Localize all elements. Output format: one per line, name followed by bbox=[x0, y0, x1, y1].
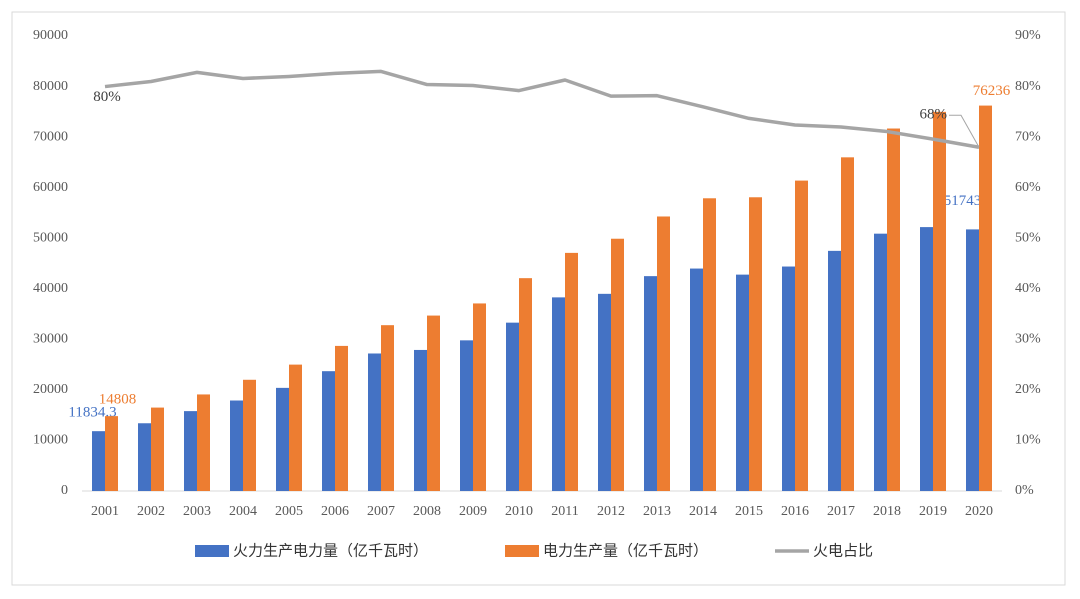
bar bbox=[138, 423, 151, 491]
y2-tick-label: 90% bbox=[1015, 28, 1041, 43]
bar bbox=[243, 379, 256, 491]
x-tick-label: 2013 bbox=[643, 504, 671, 519]
bar bbox=[979, 105, 992, 492]
legend-swatch bbox=[195, 545, 229, 557]
y2-tick-label: 30% bbox=[1015, 332, 1041, 347]
data-label: 11834.3 bbox=[68, 405, 116, 421]
bar bbox=[473, 303, 486, 491]
bar bbox=[460, 340, 473, 491]
bar bbox=[736, 274, 749, 491]
bar bbox=[933, 111, 946, 491]
bar bbox=[690, 268, 703, 491]
legend-label: 火力生产电力量（亿千瓦时） bbox=[233, 542, 428, 560]
x-tick-label: 2003 bbox=[183, 504, 211, 519]
legend-swatch bbox=[505, 545, 539, 557]
x-tick-label: 2001 bbox=[91, 504, 119, 519]
bar bbox=[565, 252, 578, 491]
legend-label: 火电占比 bbox=[813, 542, 873, 560]
bar bbox=[151, 407, 164, 491]
bar bbox=[322, 371, 335, 491]
bar bbox=[184, 411, 197, 491]
bar bbox=[506, 322, 519, 491]
data-label: 68% bbox=[920, 107, 948, 123]
x-tick-label: 2020 bbox=[965, 504, 993, 519]
bar bbox=[381, 325, 394, 491]
x-tick-label: 2019 bbox=[919, 504, 947, 519]
bar bbox=[920, 227, 933, 491]
y2-tick-label: 20% bbox=[1015, 382, 1041, 397]
bar bbox=[749, 197, 762, 491]
line-series bbox=[104, 69, 980, 149]
bar bbox=[519, 278, 532, 491]
leader-line bbox=[949, 114, 980, 148]
y-tick-label: 10000 bbox=[33, 433, 68, 448]
bar bbox=[92, 431, 105, 491]
y-tick-label: 80000 bbox=[33, 79, 68, 94]
bar bbox=[828, 250, 841, 491]
x-tick-label: 2010 bbox=[505, 504, 533, 519]
bar bbox=[887, 128, 900, 491]
y-tick-label: 0 bbox=[61, 483, 68, 498]
data-label: 51743 bbox=[944, 193, 982, 209]
chart-frame bbox=[11, 11, 1066, 586]
bar bbox=[197, 394, 210, 491]
legend-label: 电力生产量（亿千瓦时） bbox=[543, 542, 708, 560]
bar bbox=[611, 238, 624, 491]
x-tick-label: 2014 bbox=[689, 504, 717, 519]
x-tick-label: 2006 bbox=[321, 504, 349, 519]
y2-tick-label: 40% bbox=[1015, 281, 1041, 296]
y-tick-label: 70000 bbox=[33, 129, 68, 144]
bar bbox=[276, 387, 289, 491]
x-tick-label: 2016 bbox=[781, 504, 809, 519]
x-tick-label: 2012 bbox=[597, 504, 625, 519]
x-tick-label: 2009 bbox=[459, 504, 487, 519]
bar bbox=[644, 276, 657, 491]
x-tick-label: 2018 bbox=[873, 504, 901, 519]
x-tick-label: 2011 bbox=[551, 504, 578, 519]
x-tick-label: 2007 bbox=[367, 504, 395, 519]
x-tick-label: 2017 bbox=[827, 504, 855, 519]
y-tick-label: 20000 bbox=[33, 382, 68, 397]
y2-tick-label: 10% bbox=[1015, 433, 1041, 448]
bar bbox=[966, 229, 979, 491]
bar bbox=[335, 345, 348, 491]
bar bbox=[703, 198, 716, 492]
x-tick-label: 2015 bbox=[735, 504, 763, 519]
data-label: 14808 bbox=[99, 392, 137, 408]
x-tick-label: 2002 bbox=[137, 504, 165, 519]
bar bbox=[795, 180, 808, 492]
bar bbox=[874, 233, 887, 491]
y2-tick-label: 70% bbox=[1015, 129, 1041, 144]
bar bbox=[598, 293, 611, 491]
y2-tick-label: 0% bbox=[1015, 483, 1034, 498]
y-tick-label: 40000 bbox=[33, 281, 68, 296]
y2-tick-label: 60% bbox=[1015, 180, 1041, 195]
bar bbox=[289, 364, 302, 491]
bar bbox=[841, 157, 854, 492]
y-tick-label: 90000 bbox=[33, 28, 68, 43]
x-tick-label: 2005 bbox=[275, 504, 303, 519]
y-tick-label: 30000 bbox=[33, 332, 68, 347]
bar bbox=[368, 353, 381, 491]
bar bbox=[427, 315, 440, 491]
bar bbox=[230, 400, 243, 491]
bar bbox=[552, 297, 565, 491]
x-tick-label: 2008 bbox=[413, 504, 441, 519]
bar bbox=[414, 349, 427, 491]
data-label: 80% bbox=[93, 89, 121, 105]
bar bbox=[782, 266, 795, 491]
bar bbox=[657, 216, 670, 491]
y2-tick-label: 50% bbox=[1015, 230, 1041, 245]
y2-tick-label: 80% bbox=[1015, 79, 1041, 94]
y-tick-label: 50000 bbox=[33, 230, 68, 245]
y-tick-label: 60000 bbox=[33, 180, 68, 195]
x-tick-label: 2004 bbox=[229, 504, 257, 519]
bar bbox=[105, 416, 118, 491]
data-label: 76236 bbox=[973, 83, 1011, 99]
